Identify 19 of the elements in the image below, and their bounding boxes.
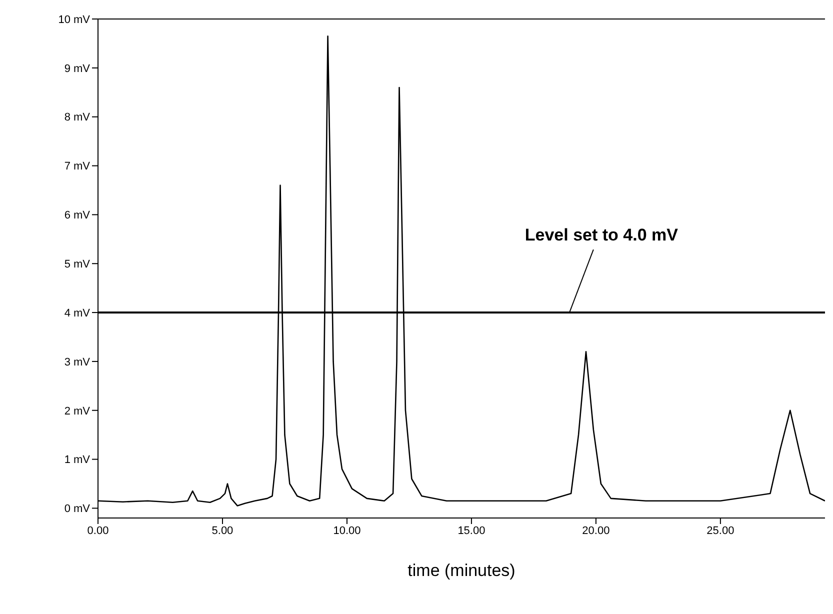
x-tick-label: 20.00 [582, 524, 610, 537]
x-tick-label: 25.00 [706, 524, 734, 537]
y-tick-label: 3 mV [64, 356, 91, 368]
y-tick-label: 5 mV [64, 258, 91, 271]
y-tick-label: 2 mV [64, 405, 91, 418]
x-tick-label: 5.00 [212, 524, 234, 537]
y-tick-label: 7 mV [64, 160, 91, 173]
y-tick-label: 1 mV [64, 454, 91, 466]
y-tick-label: 9 mV [64, 62, 91, 75]
ref-line-label: Level set to 4.0 mV [524, 226, 679, 245]
x-tick-label: 0.00 [87, 524, 109, 537]
y-tick-label: 0 mV [64, 503, 91, 516]
y-tick-label: 4 mV [64, 307, 91, 320]
x-axis-title: time (minutes) [408, 561, 516, 580]
y-tick-label: 6 mV [64, 210, 91, 222]
y-tick-label: 8 mV [64, 112, 91, 124]
x-tick-label: 15.00 [458, 524, 486, 537]
x-tick-label: 10.00 [333, 524, 361, 537]
y-tick-label: 10 mV [58, 14, 91, 26]
